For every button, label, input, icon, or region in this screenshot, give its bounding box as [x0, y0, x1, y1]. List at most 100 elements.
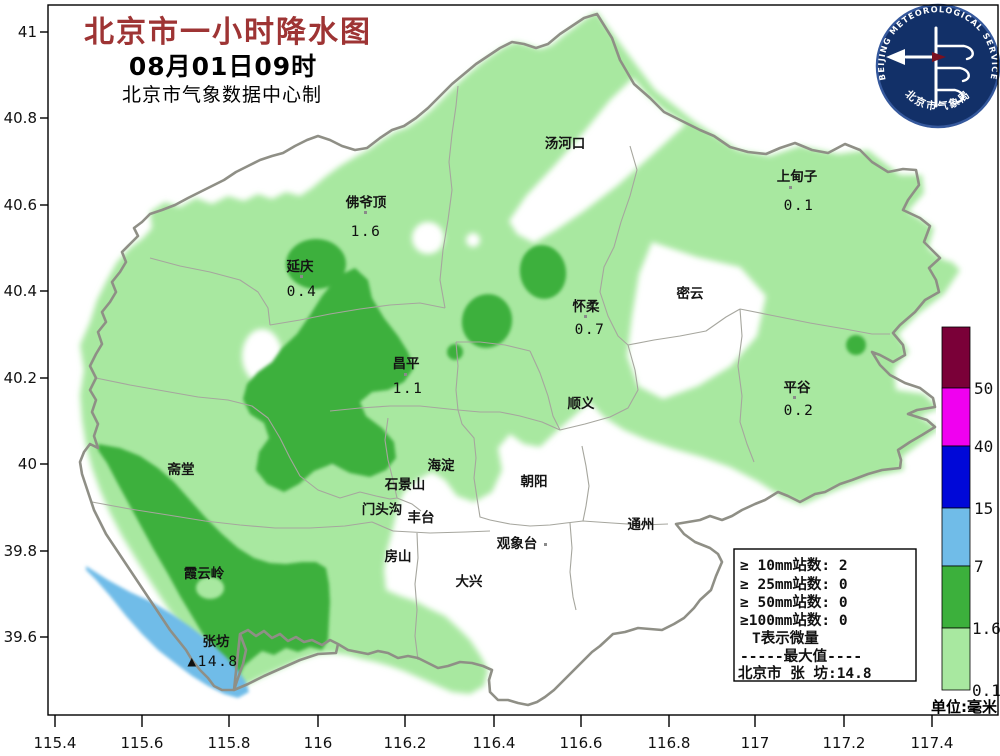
boundary-south-jag	[232, 633, 340, 692]
lat-label: 39.8	[4, 542, 37, 560]
station-value: 1.6	[351, 224, 382, 240]
station-shunyi: 顺义	[568, 396, 596, 412]
station-yanqing: 延庆 0.4	[286, 258, 318, 300]
lat-label: 40.2	[4, 369, 37, 387]
station-guanxiangtai: 观象台	[497, 535, 547, 552]
title-datetime: 08月01日09时	[129, 52, 317, 81]
legend-swatch-7-15	[941, 507, 971, 567]
stats-box-frame	[733, 548, 917, 682]
station-fengtai: 丰台	[408, 509, 435, 526]
legend-label-1.6: 1.6	[972, 619, 1000, 638]
vane-arrow-right	[932, 52, 946, 62]
station-name: 密云	[676, 285, 705, 302]
stats-line-max-header: -----最大值----	[740, 647, 862, 665]
legend-label-0.1: 0.1	[972, 681, 1000, 700]
plot-frame	[47, 4, 999, 716]
legend-swatch-0.1-1.6	[941, 627, 971, 691]
axes: 41 40.8 40.6 40.4 40.2 40 39.8 39.6 115.…	[4, 4, 999, 752]
stats-line-50mm: ≥ 50mm站数: 0	[740, 593, 848, 611]
station-name: 观象台	[497, 535, 538, 552]
station-name: 斋堂	[167, 461, 195, 478]
rain-layer-blue	[86, 566, 249, 698]
station-name: 昌平	[393, 356, 420, 372]
legend-label-15: 15	[974, 499, 993, 518]
lon-label: 115.6	[121, 734, 164, 752]
station-name: 张坊	[203, 633, 230, 650]
station-mentougou: 门头沟	[362, 501, 403, 518]
lon-label: 115.8	[208, 734, 251, 752]
station-value: 0.4	[287, 284, 318, 300]
lon-label: 117.4	[911, 734, 954, 752]
stats-line-10mm: ≥ 10mm站数: 2	[740, 556, 848, 574]
station-tanghekou: 汤河口	[545, 135, 586, 152]
station-name: 朝阳	[521, 473, 548, 490]
station-zhangfang-max: 张坊 ▲14.8	[187, 633, 238, 670]
station-daxing: 大兴	[456, 573, 483, 590]
rain-layer-light	[80, 12, 960, 694]
station-value: 0.7	[575, 322, 606, 338]
station-name: 门头沟	[362, 501, 403, 518]
lat-label: 40.8	[4, 109, 37, 127]
station-name: 海淀	[428, 457, 455, 474]
legend-label-7: 7	[974, 557, 984, 576]
district-boundaries	[91, 85, 890, 661]
lat-label: 41	[18, 23, 37, 41]
station-value: 1.1	[393, 381, 424, 397]
station-changping: 昌平 1.1	[393, 356, 424, 397]
station-dot	[300, 275, 303, 278]
station-pinggu: 平谷 0.2	[784, 380, 815, 419]
station-name: 顺义	[568, 396, 596, 412]
lon-label: 116	[304, 734, 333, 752]
station-value: 0.2	[784, 403, 815, 419]
legend: 50 40 15 7 1.6 0.1 单位:毫米	[931, 326, 1000, 716]
station-name: 霞云岭	[184, 565, 225, 582]
lat-label: 40	[18, 455, 37, 473]
station-dot	[789, 186, 792, 189]
station-name: 丰台	[408, 509, 435, 526]
station-dot	[793, 396, 796, 399]
station-dot	[584, 315, 587, 318]
station-huairou: 怀柔 0.7	[573, 298, 606, 338]
lat-label: 39.6	[4, 628, 37, 646]
stats-line-max-value: 北京市 张 坊:14.8	[738, 664, 872, 682]
legend-unit-label: 单位:毫米	[931, 698, 998, 716]
station-haidian: 海淀	[428, 457, 455, 474]
station-name: 通州	[628, 517, 655, 533]
station-foyeding: 佛爷顶 1.6	[345, 194, 387, 240]
station-name: 房山	[385, 548, 412, 565]
logo-circle	[877, 5, 999, 127]
lon-label: 116.6	[560, 734, 603, 752]
legend-swatch-15-40	[941, 445, 971, 509]
station-xiayunling: 霞云岭	[184, 565, 225, 582]
station-tongzhou: 通州	[628, 517, 655, 533]
lat-ticks	[40, 31, 48, 638]
legend-swatch-50plus	[941, 326, 971, 389]
station-name: 大兴	[456, 573, 483, 590]
station-name: 石景山	[384, 477, 426, 493]
legend-swatch-40-50	[941, 387, 971, 447]
legend-label-50: 50	[974, 379, 993, 398]
lon-label: 115.4	[34, 734, 77, 752]
stats-line-100mm: ≥100mm站数: 0	[740, 611, 848, 629]
station-value: 0.1	[784, 198, 815, 214]
stats-line-trace: T表示微量	[752, 629, 819, 647]
station-name: 佛爷顶	[345, 194, 387, 211]
page-title: 北京市一小时降水图	[84, 15, 372, 50]
station-max-value: ▲14.8	[187, 654, 238, 670]
lat-labels: 41 40.8 40.6 40.4 40.2 40 39.8 39.6	[4, 23, 37, 646]
lat-label: 40.6	[4, 196, 37, 214]
lon-label: 116.2	[384, 734, 427, 752]
lon-label: 116.4	[473, 734, 516, 752]
title-credit: 北京市气象数据中心制	[122, 84, 322, 106]
legend-label-40: 40	[974, 437, 993, 456]
title-block: 北京市一小时降水图 08月01日09时 北京市气象数据中心制	[84, 15, 372, 106]
station-name: 延庆	[286, 258, 314, 275]
lon-ticks	[54, 715, 933, 727]
station-fangshan: 房山	[385, 548, 412, 565]
stations-layer: 汤河口 佛爷顶 1.6 上甸子 0.1 延庆 0.4 怀柔 0.7 密云 昌平	[167, 135, 818, 670]
lon-label: 117	[741, 734, 770, 752]
vane-arrow-left	[886, 49, 905, 65]
stats-line-25mm: ≥ 25mm站数: 0	[740, 575, 848, 593]
